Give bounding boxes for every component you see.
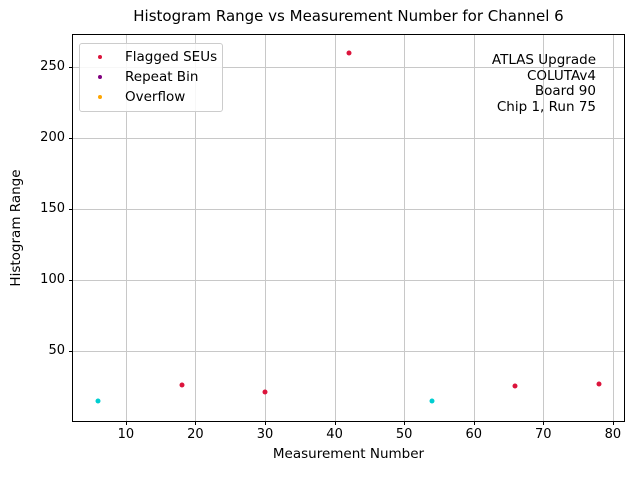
y-tick-mark xyxy=(69,350,73,352)
legend-marker-dot xyxy=(98,55,102,59)
data-point-unlabeled xyxy=(429,398,435,404)
x-gridline xyxy=(543,35,545,421)
legend-item-flagged-seus: Flagged SEUs xyxy=(80,47,222,67)
data-point-unlabeled xyxy=(95,398,101,404)
annotation-line: ATLAS Upgrade xyxy=(491,52,596,68)
x-tick-mark xyxy=(543,421,545,425)
y-gridline xyxy=(73,208,624,210)
x-tick-label: 40 xyxy=(326,427,343,442)
y-tick-mark xyxy=(69,66,73,68)
x-tick-mark xyxy=(473,421,475,425)
x-tick-label: 10 xyxy=(117,427,135,442)
annotation-line: Chip 1, Run 75 xyxy=(496,98,596,115)
x-gridline xyxy=(265,35,266,421)
data-point-flagged-seus xyxy=(596,381,602,386)
plot-area: 10 20 30 40 50 60 70 80 50 100 150 200 250 Flagged SE… xyxy=(40,34,625,442)
data-point-flagged-seus xyxy=(179,382,185,388)
annotation-line: COLUTAv4 xyxy=(526,67,596,84)
x-tick-label: 60 xyxy=(465,427,482,442)
y-gridline xyxy=(73,279,624,281)
x-gridline xyxy=(404,35,406,421)
chart-title: Histogram Range vs Measurement Number fo… xyxy=(133,7,564,25)
y-tick-label: 50 xyxy=(48,343,65,359)
x-tick-mark xyxy=(125,421,127,425)
x-tick-label: 70 xyxy=(535,427,552,442)
y-tick-mark xyxy=(69,208,73,210)
data-point-flagged-seus xyxy=(346,50,351,56)
annotation-line: Board 90 xyxy=(534,83,596,100)
y-tick-label: 200 xyxy=(40,130,65,146)
x-gridline xyxy=(612,35,614,421)
x-gridline xyxy=(195,35,197,421)
x-tick-mark xyxy=(265,421,266,425)
x-gridline xyxy=(334,35,336,421)
y-tick-label: 100 xyxy=(40,272,65,288)
y-axis-label: Histogram Range xyxy=(8,169,24,287)
legend-item-label: Overflow xyxy=(125,89,186,105)
y-gridline xyxy=(73,350,624,352)
data-point-flagged-seus xyxy=(512,383,518,389)
x-tick-label: 80 xyxy=(604,427,622,442)
annotation: ATLAS Upgrade COLUTAv4 Board 90 Chip 1, Run… xyxy=(491,52,596,115)
legend-item-overflow: Overflow xyxy=(80,87,222,107)
data-point-flagged-seus xyxy=(262,389,268,395)
legend-marker-dot xyxy=(98,95,102,99)
x-tick-mark xyxy=(334,421,336,425)
y-tick-label: 150 xyxy=(40,201,65,217)
y-tick-mark xyxy=(69,279,73,281)
x-tick-mark xyxy=(195,421,197,425)
y-gridline xyxy=(73,137,624,139)
legend-marker-dot xyxy=(98,75,102,79)
x-tick-label: 50 xyxy=(395,427,413,442)
legend: Flagged SEUs Repeat Bin Overflow xyxy=(79,43,223,112)
x-gridline xyxy=(473,35,475,421)
x-tick-label: 20 xyxy=(187,427,204,442)
x-tick-mark xyxy=(404,421,406,425)
y-tick-label: 250 xyxy=(40,58,65,74)
legend-item-label: Repeat Bin xyxy=(125,69,199,85)
x-gridline xyxy=(125,35,127,421)
x-tick-label: 30 xyxy=(256,427,274,442)
x-tick-mark xyxy=(612,421,614,425)
y-gridline xyxy=(73,66,624,68)
x-axis-label: Measurement Number xyxy=(272,446,425,462)
legend-item-label: Flagged SEUs xyxy=(125,49,218,65)
y-tick-mark xyxy=(69,137,73,139)
legend-item-repeat-bin: Repeat Bin xyxy=(80,67,222,87)
